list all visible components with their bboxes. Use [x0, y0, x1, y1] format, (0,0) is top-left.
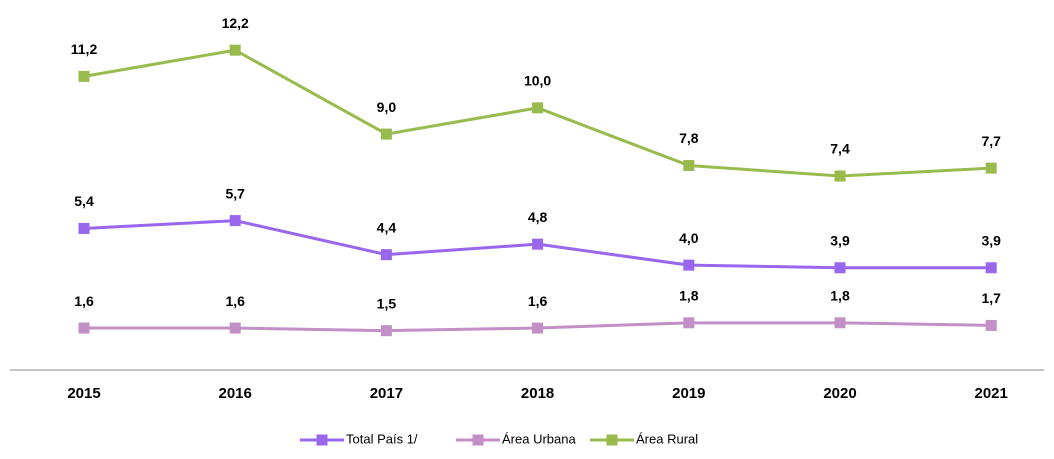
x-tick-label: 2020 — [823, 385, 856, 402]
marker — [834, 262, 846, 274]
data-label: 1,8 — [830, 288, 850, 304]
marker — [229, 44, 241, 56]
data-label: 1,6 — [74, 293, 94, 309]
data-label: 1,7 — [981, 290, 1001, 306]
marker — [78, 70, 90, 82]
data-label: 4,8 — [528, 209, 548, 225]
data-label: 10,0 — [524, 73, 551, 89]
marker — [78, 322, 90, 334]
marker — [834, 317, 846, 329]
data-label: 1,6 — [528, 293, 548, 309]
data-label: 3,9 — [830, 232, 850, 248]
x-tick-label: 2019 — [672, 385, 705, 402]
x-tick-label: 2016 — [219, 385, 252, 402]
legend-label: Total País 1/ — [346, 431, 418, 446]
marker — [985, 262, 997, 274]
data-label: 1,5 — [377, 295, 397, 311]
data-label: 7,4 — [830, 141, 850, 157]
legend-label: Área Urbana — [502, 431, 576, 446]
data-label: 1,8 — [679, 288, 699, 304]
data-label: 3,9 — [981, 232, 1001, 248]
marker — [78, 222, 90, 234]
marker — [532, 238, 544, 250]
data-label: 5,4 — [74, 193, 94, 209]
data-label: 1,6 — [225, 293, 245, 309]
marker — [380, 325, 392, 337]
marker — [532, 102, 544, 114]
marker — [683, 317, 695, 329]
marker — [985, 162, 997, 174]
data-label: 9,0 — [377, 99, 397, 115]
data-label: 5,7 — [225, 185, 245, 201]
x-tick-label: 2021 — [975, 385, 1008, 402]
marker — [532, 322, 544, 334]
marker — [834, 170, 846, 182]
legend-label: Área Rural — [636, 431, 698, 446]
data-label: 7,8 — [679, 130, 699, 146]
legend-marker — [472, 434, 484, 446]
data-label: 4,0 — [679, 230, 699, 246]
data-label: 7,7 — [981, 133, 1001, 149]
legend-marker — [316, 434, 328, 446]
marker — [683, 259, 695, 271]
marker — [229, 215, 241, 227]
marker — [229, 322, 241, 334]
marker — [683, 160, 695, 172]
marker — [985, 319, 997, 331]
legend-marker — [606, 434, 618, 446]
data-label: 11,2 — [71, 41, 98, 57]
marker — [380, 128, 392, 140]
data-label: 4,4 — [377, 219, 397, 235]
x-tick-label: 2017 — [370, 385, 403, 402]
x-tick-label: 2015 — [67, 385, 100, 402]
data-label: 12,2 — [222, 15, 249, 31]
marker — [380, 249, 392, 261]
x-tick-label: 2018 — [521, 385, 554, 402]
